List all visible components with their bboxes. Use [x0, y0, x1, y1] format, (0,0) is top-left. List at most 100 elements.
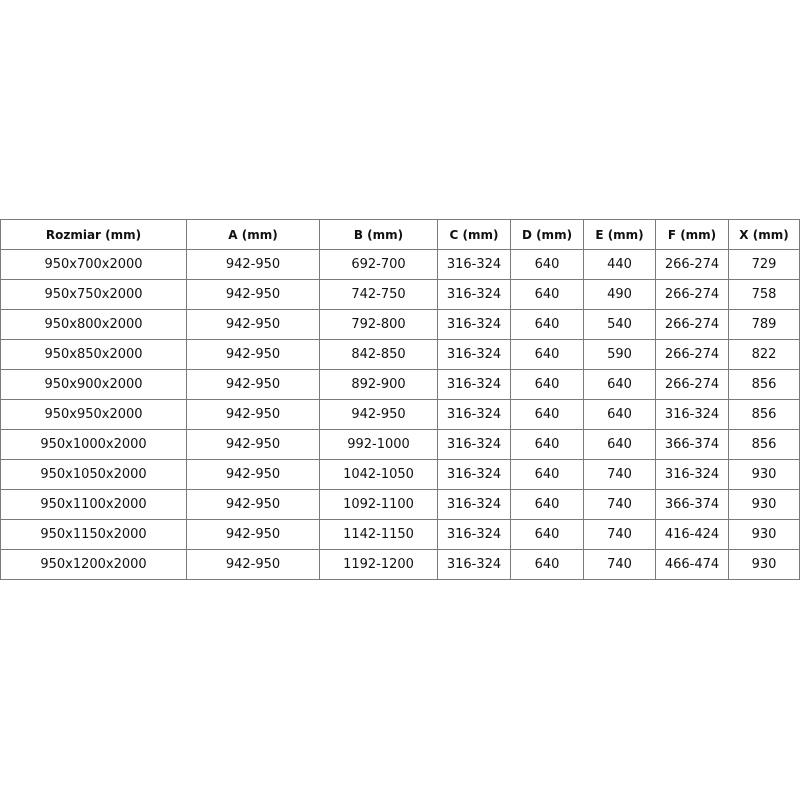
table-cell: 316-324 — [437, 429, 511, 460]
table-cell: 640 — [510, 489, 584, 520]
table-cell: 266-274 — [655, 339, 729, 370]
table-cell: 316-324 — [437, 519, 511, 550]
column-header: A (mm) — [186, 219, 320, 250]
table-cell: 930 — [728, 519, 800, 550]
table-row: 950x850x2000 942-950 842-850 316-324 640 590 2… — [0, 339, 800, 370]
table-cell: 942-950 — [186, 309, 320, 340]
table-cell: 942-950 — [186, 339, 320, 370]
table-cell: 316-324 — [437, 549, 511, 580]
table-cell: 466-474 — [655, 549, 729, 580]
table-cell: 942-950 — [186, 249, 320, 280]
table-cell: 950x900x2000 — [0, 369, 187, 400]
table-row: 950x1000x2000 942-950 992-1000 316-324 640 64… — [0, 429, 800, 460]
table-row: 950x1200x2000 942-950 1192-1200 316-324 640 7… — [0, 549, 800, 580]
column-header: D (mm) — [510, 219, 584, 250]
table-cell: 316-324 — [437, 459, 511, 490]
table-cell: 792-800 — [319, 309, 438, 340]
table-cell: 740 — [583, 519, 656, 550]
table-cell: 640 — [583, 399, 656, 430]
table-cell: 440 — [583, 249, 656, 280]
table-cell: 822 — [728, 339, 800, 370]
table-cell: 950x1100x2000 — [0, 489, 187, 520]
table-cell: 316-324 — [437, 309, 511, 340]
table-cell: 316-324 — [655, 459, 729, 490]
table-cell: 266-274 — [655, 279, 729, 310]
table-cell: 316-324 — [437, 399, 511, 430]
table-cell: 316-324 — [437, 339, 511, 370]
table-cell: 1142-1150 — [319, 519, 438, 550]
table-cell: 416-424 — [655, 519, 729, 550]
table-cell: 1042-1050 — [319, 459, 438, 490]
table-cell: 640 — [510, 339, 584, 370]
table-cell: 640 — [510, 279, 584, 310]
table-cell: 640 — [510, 249, 584, 280]
table-cell: 950x700x2000 — [0, 249, 187, 280]
table-cell: 942-950 — [186, 399, 320, 430]
table-cell: 942-950 — [186, 549, 320, 580]
table-cell: 740 — [583, 489, 656, 520]
table-cell: 950x850x2000 — [0, 339, 187, 370]
table-cell: 640 — [510, 429, 584, 460]
table-cell: 942-950 — [319, 399, 438, 430]
table-cell: 930 — [728, 459, 800, 490]
table-row: 950x700x2000 942-950 692-700 316-324 640 440 2… — [0, 249, 800, 280]
table-cell: 950x800x2000 — [0, 309, 187, 340]
table-cell: 942-950 — [186, 369, 320, 400]
column-header: E (mm) — [583, 219, 656, 250]
table-cell: 316-324 — [437, 489, 511, 520]
column-header: B (mm) — [319, 219, 438, 250]
table-cell: 540 — [583, 309, 656, 340]
table-cell: 490 — [583, 279, 656, 310]
column-header: X (mm) — [728, 219, 800, 250]
table-cell: 640 — [583, 429, 656, 460]
table-cell: 950x1050x2000 — [0, 459, 187, 490]
table-cell: 316-324 — [437, 369, 511, 400]
table-row: 950x750x2000 942-950 742-750 316-324 640 490 2… — [0, 279, 800, 310]
table-cell: 930 — [728, 549, 800, 580]
table-cell: 266-274 — [655, 249, 729, 280]
table-cell: 789 — [728, 309, 800, 340]
table-cell: 950x1150x2000 — [0, 519, 187, 550]
table-cell: 640 — [510, 399, 584, 430]
table-cell: 758 — [728, 279, 800, 310]
table-cell: 856 — [728, 369, 800, 400]
table-cell: 992-1000 — [319, 429, 438, 460]
table-cell: 640 — [510, 549, 584, 580]
table-cell: 856 — [728, 399, 800, 430]
table-cell: 942-950 — [186, 279, 320, 310]
table-cell: 1192-1200 — [319, 549, 438, 580]
column-header: F (mm) — [655, 219, 729, 250]
table-cell: 729 — [728, 249, 800, 280]
table-cell: 266-274 — [655, 309, 729, 340]
table-cell: 366-374 — [655, 429, 729, 460]
table-cell: 950x950x2000 — [0, 399, 187, 430]
table-row: 950x950x2000 942-950 942-950 316-324 640 640 3… — [0, 399, 800, 430]
table-row: 950x900x2000 942-950 892-900 316-324 640 640 2… — [0, 369, 800, 400]
table-row: 950x1150x2000 942-950 1142-1150 316-324 640 7… — [0, 519, 800, 550]
table-cell: 942-950 — [186, 519, 320, 550]
table-cell: 640 — [510, 459, 584, 490]
table-cell: 640 — [510, 309, 584, 340]
table-cell: 942-950 — [186, 489, 320, 520]
table-cell: 842-850 — [319, 339, 438, 370]
table-cell: 590 — [583, 339, 656, 370]
table-cell: 266-274 — [655, 369, 729, 400]
table-row: 950x800x2000 942-950 792-800 316-324 640 540 2… — [0, 309, 800, 340]
table-cell: 892-900 — [319, 369, 438, 400]
table-cell: 950x1200x2000 — [0, 549, 187, 580]
table-cell: 942-950 — [186, 429, 320, 460]
table-cell: 740 — [583, 459, 656, 490]
table-cell: 640 — [510, 519, 584, 550]
table-cell: 640 — [583, 369, 656, 400]
table-cell: 930 — [728, 489, 800, 520]
table-cell: 742-750 — [319, 279, 438, 310]
column-header: Rozmiar (mm) — [0, 219, 187, 250]
table-cell: 1092-1100 — [319, 489, 438, 520]
header-row: Rozmiar (mm) A (mm) B (mm) C (mm) D (mm) E (m… — [0, 219, 800, 250]
table-cell: 640 — [510, 369, 584, 400]
table-cell: 366-374 — [655, 489, 729, 520]
table-cell: 942-950 — [186, 459, 320, 490]
table-cell: 316-324 — [437, 249, 511, 280]
dimensions-table: Rozmiar (mm) A (mm) B (mm) C (mm) D (mm) E (m… — [0, 219, 800, 580]
column-header: C (mm) — [437, 219, 511, 250]
